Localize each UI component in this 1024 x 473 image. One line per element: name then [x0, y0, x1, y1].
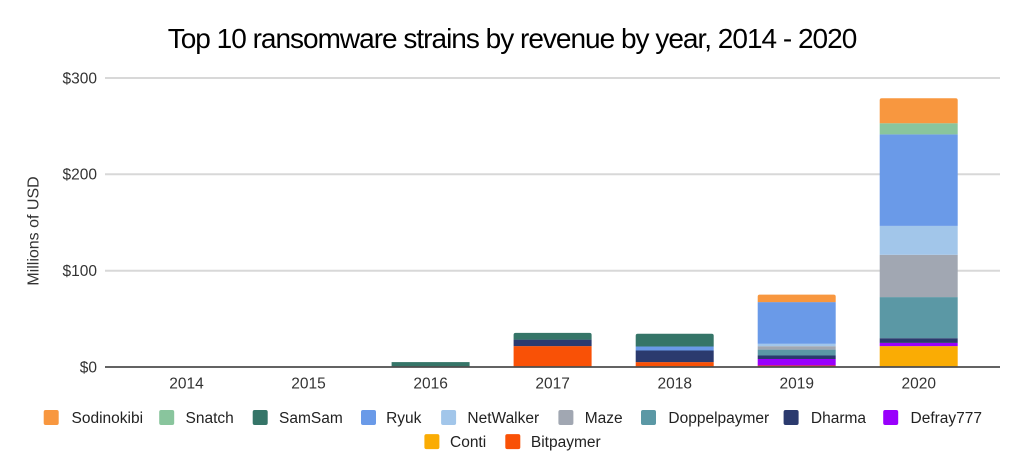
svg-text:$300: $300 [63, 70, 98, 87]
svg-text:Sodinokibi: Sodinokibi [72, 410, 144, 427]
svg-text:Ryuk: Ryuk [386, 410, 422, 427]
svg-text:Dharma: Dharma [811, 410, 867, 427]
svg-text:SamSam: SamSam [279, 410, 343, 427]
svg-text:Defray777: Defray777 [911, 410, 983, 427]
svg-text:2016: 2016 [413, 376, 447, 393]
svg-text:2019: 2019 [779, 376, 813, 393]
svg-text:2014: 2014 [169, 376, 204, 393]
svg-text:NetWalker: NetWalker [467, 410, 539, 427]
svg-text:2018: 2018 [657, 376, 691, 393]
svg-text:Bitpaymer: Bitpaymer [531, 434, 601, 451]
svg-text:$200: $200 [63, 167, 98, 184]
svg-text:2015: 2015 [291, 376, 325, 393]
svg-text:2017: 2017 [535, 376, 569, 393]
svg-text:$0: $0 [80, 359, 98, 376]
svg-text:Maze: Maze [585, 410, 623, 427]
svg-text:2020: 2020 [901, 376, 936, 393]
svg-text:Millions of USD: Millions of USD [26, 176, 43, 285]
svg-text:Snatch: Snatch [186, 410, 234, 427]
svg-text:Top 10 ransomware strains by r: Top 10 ransomware strains by revenue by … [168, 23, 857, 54]
svg-text:Doppelpaymer: Doppelpaymer [668, 410, 769, 427]
svg-text:Conti: Conti [450, 434, 486, 451]
svg-text:$100: $100 [63, 263, 98, 280]
